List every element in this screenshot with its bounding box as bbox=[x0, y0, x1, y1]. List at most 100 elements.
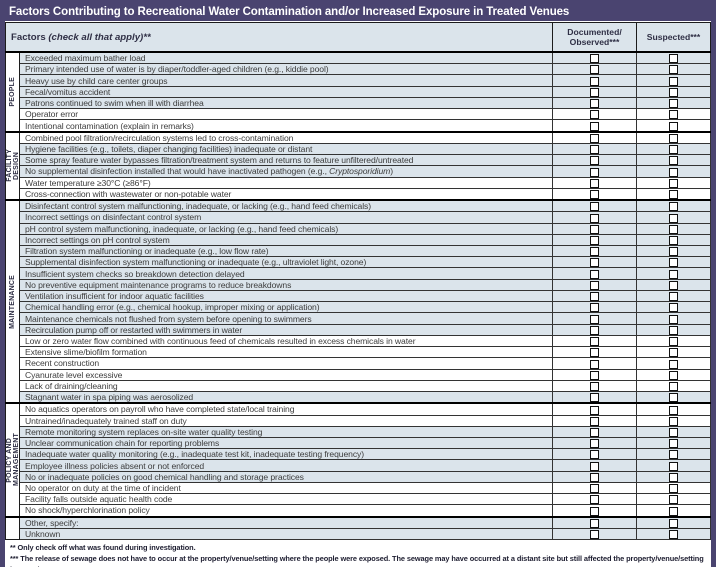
suspected-checkbox[interactable] bbox=[669, 461, 678, 471]
suspected-checkbox[interactable] bbox=[669, 518, 678, 528]
suspected-checkbox[interactable] bbox=[669, 382, 678, 392]
suspected-checkbox[interactable] bbox=[669, 133, 678, 143]
suspected-checkbox[interactable] bbox=[669, 110, 678, 120]
documented-checkbox[interactable] bbox=[590, 472, 599, 482]
factor-label: Untrained/inadequately trained staff on … bbox=[19, 414, 553, 427]
suspected-checkbox-cell bbox=[636, 312, 711, 325]
documented-checkbox[interactable] bbox=[590, 530, 599, 540]
suspected-checkbox[interactable] bbox=[669, 178, 678, 188]
table-row: Lack of draining/cleaning bbox=[6, 379, 711, 393]
documented-checkbox[interactable] bbox=[590, 269, 599, 279]
suspected-checkbox-cell bbox=[636, 74, 711, 87]
documented-checkbox[interactable] bbox=[590, 190, 599, 200]
suspected-checkbox[interactable] bbox=[669, 506, 678, 516]
documented-checkbox[interactable] bbox=[590, 258, 599, 268]
documented-checkbox[interactable] bbox=[590, 167, 599, 177]
suspected-checkbox[interactable] bbox=[669, 202, 678, 212]
suspected-checkbox[interactable] bbox=[669, 76, 678, 86]
suspected-checkbox[interactable] bbox=[669, 484, 678, 494]
documented-checkbox[interactable] bbox=[590, 450, 599, 460]
suspected-checkbox[interactable] bbox=[669, 292, 678, 302]
documented-checkbox[interactable] bbox=[590, 145, 599, 155]
suspected-checkbox[interactable] bbox=[669, 258, 678, 268]
suspected-checkbox[interactable] bbox=[669, 348, 678, 358]
suspected-checkbox[interactable] bbox=[669, 269, 678, 279]
documented-checkbox[interactable] bbox=[590, 461, 599, 471]
suspected-checkbox[interactable] bbox=[669, 325, 678, 335]
documented-checkbox[interactable] bbox=[590, 202, 599, 212]
suspected-checkbox[interactable] bbox=[669, 427, 678, 437]
suspected-checkbox[interactable] bbox=[669, 393, 678, 403]
documented-checkbox[interactable] bbox=[590, 224, 599, 234]
documented-checkbox[interactable] bbox=[590, 337, 599, 347]
suspected-checkbox[interactable] bbox=[669, 224, 678, 234]
suspected-checkbox[interactable] bbox=[669, 280, 678, 290]
factor-label: No operator on duty at the time of incid… bbox=[19, 481, 553, 495]
category-label: PEOPLE bbox=[5, 51, 20, 133]
documented-checkbox[interactable] bbox=[590, 393, 599, 403]
documented-checkbox[interactable] bbox=[590, 416, 599, 426]
documented-checkbox[interactable] bbox=[590, 427, 599, 437]
suspected-checkbox[interactable] bbox=[669, 359, 678, 369]
suspected-checkbox[interactable] bbox=[669, 303, 678, 313]
suspected-checkbox[interactable] bbox=[669, 472, 678, 482]
suspected-checkbox[interactable] bbox=[669, 167, 678, 177]
documented-checkbox[interactable] bbox=[590, 382, 599, 392]
documented-checkbox[interactable] bbox=[590, 405, 599, 415]
documented-checkbox[interactable] bbox=[590, 65, 599, 75]
documented-checkbox[interactable] bbox=[590, 87, 599, 97]
documented-checkbox[interactable] bbox=[590, 213, 599, 223]
suspected-checkbox[interactable] bbox=[669, 156, 678, 166]
suspected-checkbox[interactable] bbox=[669, 314, 678, 324]
factor-label: Exceeded maximum bather load bbox=[19, 51, 553, 65]
documented-checkbox[interactable] bbox=[590, 247, 599, 257]
suspected-checkbox[interactable] bbox=[669, 247, 678, 257]
documented-checkbox[interactable] bbox=[590, 178, 599, 188]
documented-checkbox[interactable] bbox=[590, 54, 599, 64]
factor-label: Extensive slime/biofilm formation bbox=[19, 346, 553, 359]
documented-checkbox[interactable] bbox=[590, 235, 599, 245]
suspected-checkbox[interactable] bbox=[669, 213, 678, 223]
documented-checkbox[interactable] bbox=[590, 495, 599, 505]
documented-checkbox[interactable] bbox=[590, 348, 599, 358]
suspected-checkbox[interactable] bbox=[669, 145, 678, 155]
documented-checkbox[interactable] bbox=[590, 156, 599, 166]
documented-checkbox[interactable] bbox=[590, 325, 599, 335]
documented-checkbox-cell bbox=[552, 527, 637, 541]
suspected-checkbox[interactable] bbox=[669, 495, 678, 505]
suspected-checkbox[interactable] bbox=[669, 235, 678, 245]
documented-checkbox[interactable] bbox=[590, 121, 599, 131]
documented-checkbox[interactable] bbox=[590, 506, 599, 516]
table-row: No or inadequate policies on good chemic… bbox=[6, 470, 711, 483]
documented-checkbox[interactable] bbox=[590, 303, 599, 313]
suspected-checkbox[interactable] bbox=[669, 121, 678, 131]
documented-checkbox[interactable] bbox=[590, 314, 599, 324]
documented-checkbox[interactable] bbox=[590, 518, 599, 528]
documented-checkbox[interactable] bbox=[590, 280, 599, 290]
column-header-factors: Factors (check all that apply)** bbox=[5, 22, 553, 53]
suspected-checkbox[interactable] bbox=[669, 337, 678, 347]
suspected-checkbox[interactable] bbox=[669, 54, 678, 64]
documented-checkbox[interactable] bbox=[590, 99, 599, 109]
suspected-checkbox[interactable] bbox=[669, 87, 678, 97]
documented-checkbox[interactable] bbox=[590, 370, 599, 380]
documented-checkbox[interactable] bbox=[590, 133, 599, 143]
suspected-checkbox[interactable] bbox=[669, 530, 678, 540]
suspected-checkbox[interactable] bbox=[669, 65, 678, 75]
documented-checkbox[interactable] bbox=[590, 76, 599, 86]
suspected-checkbox[interactable] bbox=[669, 450, 678, 460]
suspected-checkbox[interactable] bbox=[669, 405, 678, 415]
suspected-checkbox[interactable] bbox=[669, 99, 678, 109]
documented-checkbox[interactable] bbox=[590, 359, 599, 369]
documented-checkbox[interactable] bbox=[590, 110, 599, 120]
documented-checkbox-cell bbox=[552, 187, 637, 201]
suspected-checkbox[interactable] bbox=[669, 370, 678, 380]
documented-checkbox[interactable] bbox=[590, 484, 599, 494]
suspected-checkbox[interactable] bbox=[669, 439, 678, 449]
documented-checkbox[interactable] bbox=[590, 292, 599, 302]
suspected-checkbox[interactable] bbox=[669, 190, 678, 200]
factors-table-body: PEOPLE Exceeded maximum bather load Primar… bbox=[5, 51, 711, 541]
suspected-checkbox[interactable] bbox=[669, 416, 678, 426]
documented-checkbox[interactable] bbox=[590, 439, 599, 449]
